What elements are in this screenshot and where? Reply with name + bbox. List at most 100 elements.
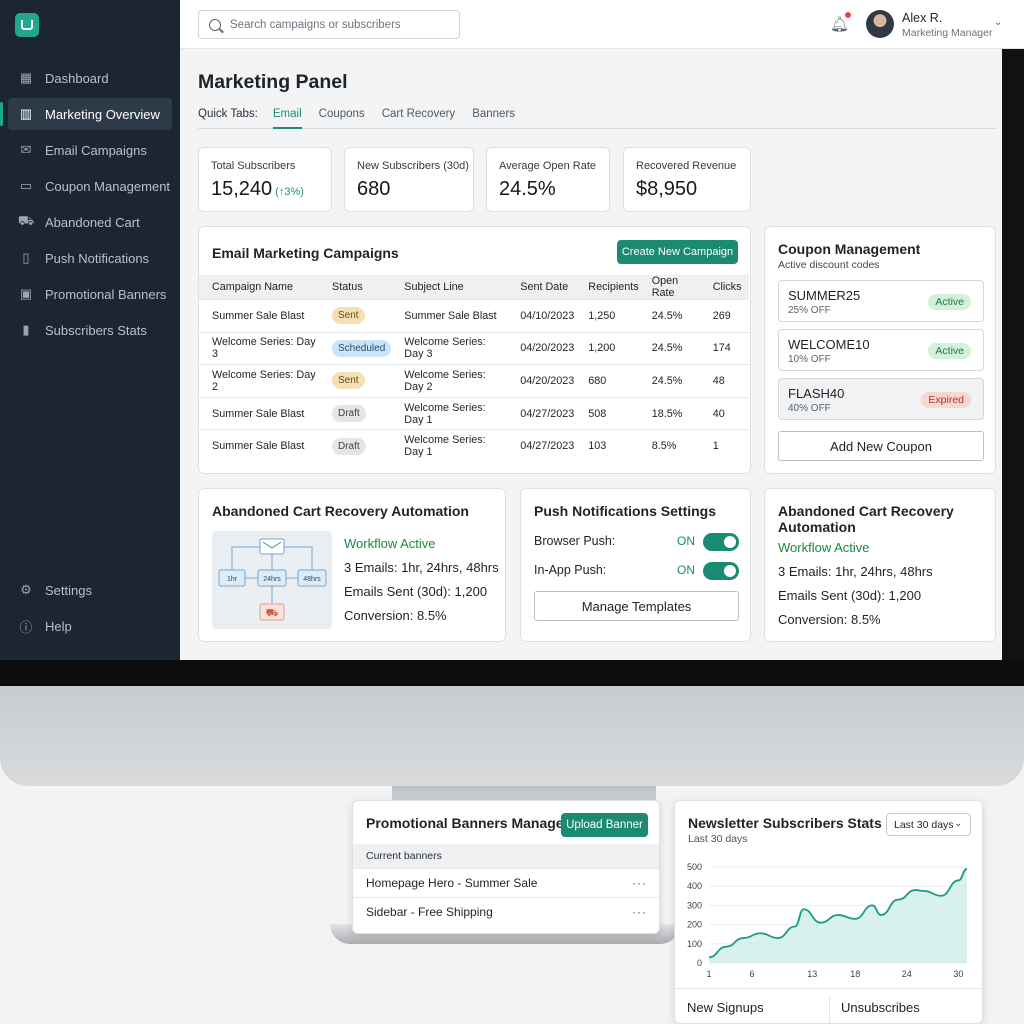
workflow-node-label: 1hr: [227, 576, 238, 583]
cell-date: 04/27/2023: [507, 396, 576, 430]
chart-area: [709, 868, 967, 963]
column-header[interactable]: Campaign Name: [199, 275, 319, 300]
cell-recipients: 103: [575, 429, 639, 463]
tab-banners[interactable]: Banners: [472, 108, 516, 120]
column-header[interactable]: Sent Date: [507, 275, 576, 300]
cart-icon: ⛟: [266, 608, 279, 619]
y-tick-label: 300: [687, 900, 702, 910]
sidebar-item-help[interactable]: ⓘ Help: [8, 610, 172, 642]
workflow-conversion: Conversion: 8.5%: [344, 608, 447, 623]
avatar[interactable]: [866, 10, 894, 38]
status-badge: Draft: [332, 437, 366, 455]
sidebar-item-promotional-banners[interactable]: ▣ Promotional Banners: [8, 278, 172, 310]
sidebar-item-label: Dashboard: [45, 70, 109, 86]
stat-value: 15,240 (↑3%): [211, 178, 304, 200]
coupon-code: WELCOME10: [788, 337, 870, 352]
cell-status: Draft: [319, 429, 392, 463]
mail-icon: ✉: [20, 142, 32, 157]
chevron-down-icon: ⌄: [954, 818, 962, 828]
browser-push-label: Browser Push:: [534, 534, 616, 548]
search-input[interactable]: Search campaigns or subscribers: [198, 10, 460, 39]
cell-name: Summer Sale Blast: [199, 299, 319, 333]
more-options-icon[interactable]: ···: [632, 876, 647, 890]
cell-open-rate: 8.5%: [638, 429, 700, 463]
cell-clicks: 269: [699, 299, 749, 333]
sidebar-item-marketing-overview[interactable]: ▥ Marketing Overview: [0, 98, 172, 130]
table-row[interactable]: Summer Sale Blast Sent Summer Sale Blast…: [199, 299, 749, 333]
column-header[interactable]: Subject Line: [391, 275, 508, 300]
sidebar-item-email-campaigns[interactable]: ✉ Email Campaigns: [8, 134, 172, 166]
workflow-sent: Emails Sent (30d): 1,200: [778, 588, 922, 603]
workflow-svg: 1hr 24hrs 48hrs ⛟: [218, 538, 327, 621]
status-badge: Expired: [921, 392, 971, 408]
tab-coupons[interactable]: Coupons: [318, 108, 365, 120]
footer-divider: [675, 988, 982, 989]
inapp-push-label: In-App Push:: [534, 563, 607, 577]
sidebar-nav: ▦ Dashboard ▥ Marketing Overview ✉ Email…: [0, 62, 172, 350]
sidebar-item-abandoned-cart[interactable]: ⛟ Abandoned Cart: [8, 206, 172, 238]
sidebar: ▦ Dashboard ▥ Marketing Overview ✉ Email…: [0, 0, 180, 660]
tab-cart-recovery[interactable]: Cart Recovery: [381, 108, 456, 120]
panel-title: Newsletter Subscribers Stats: [688, 815, 882, 831]
more-options-icon[interactable]: ···: [632, 905, 647, 919]
panel-subtitle: Last 30 days: [688, 833, 748, 845]
table-row[interactable]: Summer Sale Blast Draft Welcome Series: …: [199, 429, 749, 463]
x-tick-label: 1: [706, 969, 711, 979]
manage-templates-button[interactable]: Manage Templates: [534, 591, 739, 621]
card-title: Abandoned Cart Recovery Automation: [212, 503, 469, 519]
sidebar-item-coupon-management[interactable]: ▭ Coupon Management: [8, 170, 172, 202]
stat-label: Recovered Revenue: [636, 160, 737, 172]
inapp-push-toggle[interactable]: [703, 562, 739, 580]
table-row[interactable]: Summer Sale Blast Draft Welcome Series: …: [199, 396, 749, 430]
workflow-node-label: 48hrs: [303, 576, 321, 583]
list-item[interactable]: Homepage Hero - Summer Sale ···: [353, 868, 659, 897]
cell-open-rate: 18.5%: [638, 396, 700, 430]
table-header-row: Campaign Name Status Subject Line Sent D…: [199, 275, 749, 300]
sidebar-item-label: Coupon Management: [45, 178, 171, 194]
tab-email[interactable]: Email: [272, 108, 302, 129]
coupon-item[interactable]: WELCOME10 10% OFF Active: [778, 329, 984, 371]
y-tick-label: 0: [697, 958, 702, 968]
column-header[interactable]: Clicks: [699, 275, 749, 300]
bar-chart-icon: ▥: [19, 106, 33, 121]
table-row[interactable]: Welcome Series: Day 3 Scheduled Welcome …: [199, 331, 749, 365]
browser-push-toggle[interactable]: [703, 533, 739, 551]
chevron-down-icon[interactable]: ⌄: [994, 17, 1003, 28]
user-name: Alex R.: [902, 11, 943, 25]
sidebar-item-settings[interactable]: ⚙ Settings: [8, 574, 172, 606]
coupon-code: FLASH40: [788, 386, 845, 401]
cell-subject: Welcome Series: Day 1: [391, 429, 508, 463]
coupon-item[interactable]: SUMMER25 25% OFF Active: [778, 280, 984, 322]
coupon-discount: 25% OFF: [788, 305, 831, 316]
upload-banner-button[interactable]: Upload Banner: [561, 813, 648, 837]
coupon-item[interactable]: FLASH40 40% OFF Expired: [778, 378, 984, 420]
column-header[interactable]: Recipients: [575, 275, 639, 300]
cell-name: Summer Sale Blast: [199, 429, 319, 463]
sidebar-item-dashboard[interactable]: ▦ Dashboard: [8, 62, 172, 94]
cell-recipients: 680: [575, 364, 639, 398]
table-row[interactable]: Welcome Series: Day 2 Sent Welcome Serie…: [199, 364, 749, 398]
brand-logo-icon[interactable]: [15, 13, 39, 37]
campaigns-table: Campaign Name Status Subject Line Sent D…: [199, 275, 749, 463]
stat-recovered-revenue: Recovered Revenue $8,950: [623, 147, 751, 212]
date-range-select[interactable]: Last 30 days ⌄: [886, 813, 971, 836]
cart-automation-card-secondary: Abandoned Cart Recovery Automation Workf…: [764, 488, 996, 642]
column-header[interactable]: Status: [319, 275, 392, 300]
bell-icon[interactable]: 🔔︎: [830, 16, 850, 33]
quick-tabs-label: Quick Tabs:: [198, 108, 258, 120]
cell-subject: Welcome Series: Day 2: [391, 364, 508, 398]
column-header[interactable]: Open Rate: [638, 275, 700, 300]
cell-date: 04/20/2023: [507, 364, 576, 398]
promotional-banners-panel: Promotional Banners Manager Upload Banne…: [352, 800, 660, 934]
card-title: Coupon Management: [778, 241, 921, 257]
email-campaigns-card: Email Marketing Campaigns Create New Cam…: [198, 226, 751, 474]
sidebar-item-push-notifications[interactable]: ▯ Push Notifications: [8, 242, 172, 274]
sidebar-item-subscribers-stats[interactable]: ▮ Subscribers Stats: [8, 314, 172, 346]
status-badge: Scheduled: [332, 339, 392, 357]
add-coupon-button[interactable]: Add New Coupon: [778, 431, 984, 461]
list-item[interactable]: Sidebar - Free Shipping ···: [353, 897, 659, 926]
create-campaign-button[interactable]: Create New Campaign: [617, 240, 738, 264]
stat-open-rate: Average Open Rate 24.5%: [486, 147, 610, 212]
search-icon: [209, 18, 221, 31]
cell-recipients: 1,200: [575, 331, 639, 365]
